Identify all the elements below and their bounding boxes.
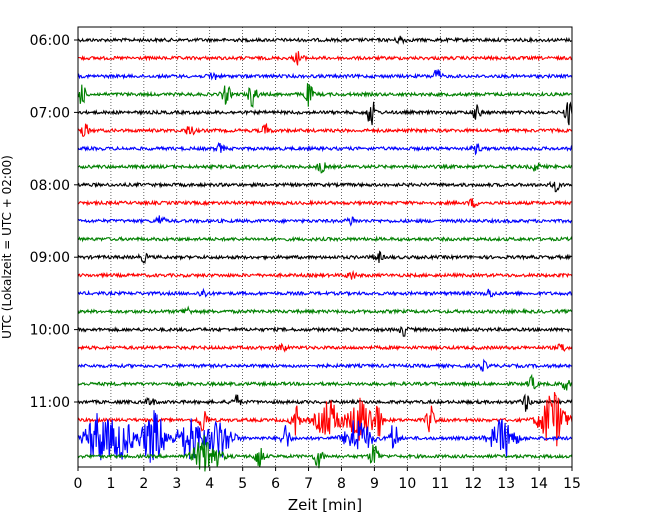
trace-0945 <box>77 305 573 316</box>
x-tick-label-11: 11 <box>431 476 449 492</box>
trace-0700 <box>77 101 573 126</box>
trace-0645 <box>77 83 573 108</box>
trace-0715 <box>77 122 573 137</box>
trace-1145 <box>77 434 573 472</box>
trace-1015 <box>77 342 573 353</box>
seismogram-traces <box>77 35 573 472</box>
trace-1130 <box>77 410 573 463</box>
trace-0800 <box>77 180 573 193</box>
trace-0915 <box>77 269 573 280</box>
trace-0730 <box>77 141 573 156</box>
x-tick-label-5: 5 <box>238 476 247 492</box>
y-axis-ticks: 06:00 07:00 08:00 09:00 10:00 11:00 <box>30 33 78 411</box>
x-tick-label-4: 4 <box>205 476 214 492</box>
plot-frame <box>77 26 573 468</box>
y-tick-label-06:00: 06:00 <box>30 33 70 49</box>
trace-0900 <box>77 250 573 265</box>
x-tick-label-7: 7 <box>304 476 313 492</box>
x-tick-label-0: 0 <box>74 476 83 492</box>
trace-0930 <box>77 287 573 298</box>
x-tick-label-9: 9 <box>370 476 379 492</box>
trace-0630 <box>77 69 573 81</box>
trace-0745 <box>77 162 573 174</box>
x-tick-label-1: 1 <box>106 476 115 492</box>
x-tick-label-13: 13 <box>497 476 515 492</box>
x-tick-label-6: 6 <box>271 476 280 492</box>
x-axis-label: Zeit [min] <box>288 496 362 514</box>
trace-1000 <box>77 325 573 337</box>
y-axis-label: UTC (Lokalzeit = UTC + 02:00) <box>0 155 14 339</box>
x-tick-label-12: 12 <box>464 476 482 492</box>
trace-0845 <box>77 235 573 243</box>
x-tick-label-10: 10 <box>398 476 416 492</box>
trace-1045 <box>77 373 573 391</box>
vertical-gridlines <box>110 27 540 467</box>
x-tick-label-3: 3 <box>172 476 181 492</box>
x-axis-ticks: 0 1 2 3 4 5 6 7 8 9 10 11 12 13 14 15 <box>74 467 581 492</box>
trace-0815 <box>77 198 573 208</box>
y-tick-label-11:00: 11:00 <box>30 395 70 411</box>
x-tick-label-15: 15 <box>563 476 581 492</box>
trace-1100 <box>78 393 573 412</box>
y-tick-label-10:00: 10:00 <box>30 323 70 339</box>
trace-0830 <box>77 215 573 227</box>
trace-0600 <box>77 35 572 45</box>
x-tick-label-2: 2 <box>139 476 148 492</box>
y-tick-label-08:00: 08:00 <box>30 178 70 194</box>
x-tick-label-8: 8 <box>337 476 346 492</box>
x-tick-label-14: 14 <box>530 476 548 492</box>
y-tick-label-09:00: 09:00 <box>30 250 70 266</box>
y-tick-label-07:00: 07:00 <box>30 105 70 121</box>
trace-0615 <box>77 51 573 66</box>
trace-1030 <box>77 358 573 372</box>
plot-area <box>78 27 572 467</box>
